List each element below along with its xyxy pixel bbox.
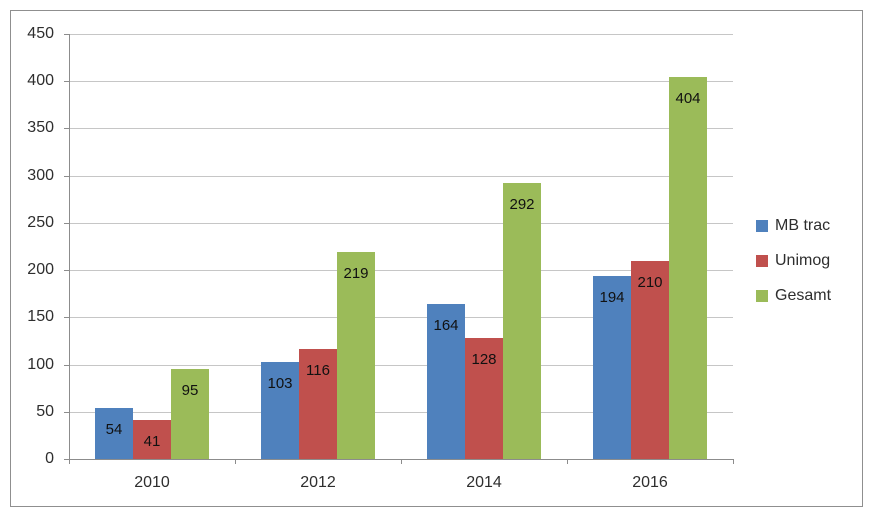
bar-value-label: 54: [105, 421, 123, 438]
bar-value-label: 194: [599, 289, 625, 306]
y-axis-line: [69, 34, 70, 459]
y-axis-label: 0: [45, 450, 54, 467]
y-gridline: [69, 411, 733, 413]
bar-value-label: 95: [181, 382, 199, 399]
y-axis-label: 300: [27, 166, 54, 184]
bar-value-label: 128: [471, 351, 497, 368]
bar-unimog: 41: [133, 420, 171, 459]
legend-label: Gesamt: [775, 286, 832, 304]
legend: MB trac Unimog Gesamt: [756, 208, 831, 313]
bar-gesamt: 404: [669, 77, 707, 459]
bar-value-label: 219: [343, 265, 369, 282]
x-tick: [69, 459, 70, 464]
y-tick: [64, 317, 69, 319]
y-tick: [64, 222, 69, 224]
bar-gesamt: 292: [503, 183, 541, 459]
y-tick: [64, 81, 69, 83]
bar-mb-trac: 194: [593, 276, 631, 459]
x-axis-label: 2014: [466, 474, 502, 491]
y-axis-label: 50: [36, 402, 54, 420]
bar-mb-trac: 103: [261, 362, 299, 459]
bar-value-label: 164: [433, 317, 459, 334]
y-gridline: [69, 81, 733, 83]
y-tick: [64, 34, 69, 35]
bar-value-label: 41: [143, 433, 161, 450]
y-axis-label: 100: [27, 355, 54, 373]
legend-item-gesamt: Gesamt: [756, 278, 831, 313]
y-gridline: [69, 270, 733, 272]
y-axis-label: 450: [27, 25, 54, 42]
bar-gesamt: 95: [171, 369, 209, 459]
x-tick: [235, 459, 236, 464]
x-axis-label: 2012: [300, 474, 336, 491]
y-tick: [64, 459, 69, 460]
legend-swatch-icon: [756, 219, 768, 232]
bar-value-label: 116: [306, 362, 330, 379]
bar-value-label: 404: [675, 90, 701, 107]
y-axis-label: 400: [27, 72, 54, 90]
y-tick: [64, 364, 69, 366]
bar-value-label: 103: [267, 375, 293, 392]
bar-value-label: 210: [637, 274, 663, 291]
y-gridline: [69, 317, 733, 319]
y-axis-label: 250: [27, 213, 54, 231]
y-gridline: [69, 175, 733, 177]
y-tick: [64, 128, 69, 130]
legend-label: MB trac: [775, 216, 831, 234]
y-gridline: [69, 222, 733, 224]
x-tick: [733, 459, 734, 464]
y-axis-label: 200: [27, 261, 54, 279]
x-axis-label: 2010: [134, 474, 170, 491]
x-axis-label: 2016: [632, 474, 668, 491]
x-tick: [401, 459, 402, 464]
y-tick: [64, 270, 69, 272]
y-axis-label: 150: [27, 308, 54, 326]
chart-frame: MB trac Unimog Gesamt 0 50 100 150 200 250 300 35…: [10, 10, 863, 507]
y-tick: [64, 411, 69, 413]
bar-mb-trac: 164: [427, 304, 465, 459]
y-gridline: [69, 128, 733, 130]
legend-swatch-icon: [756, 254, 768, 267]
bar-mb-trac: 54: [95, 408, 133, 459]
y-axis-label: 350: [27, 119, 54, 137]
y-tick: [64, 175, 69, 177]
bar-value-label: 292: [509, 196, 535, 213]
bar-unimog: 128: [465, 338, 503, 459]
bar-unimog: 116: [299, 349, 337, 459]
bar-unimog: 210: [631, 261, 669, 459]
legend-item-mb-trac: MB trac: [756, 208, 831, 243]
legend-label: Unimog: [775, 251, 831, 269]
bar-gesamt: 219: [337, 252, 375, 459]
y-gridline: [69, 34, 733, 35]
legend-item-unimog: Unimog: [756, 243, 831, 278]
x-tick: [567, 459, 568, 464]
legend-swatch-icon: [756, 289, 768, 302]
y-gridline: [69, 364, 733, 366]
